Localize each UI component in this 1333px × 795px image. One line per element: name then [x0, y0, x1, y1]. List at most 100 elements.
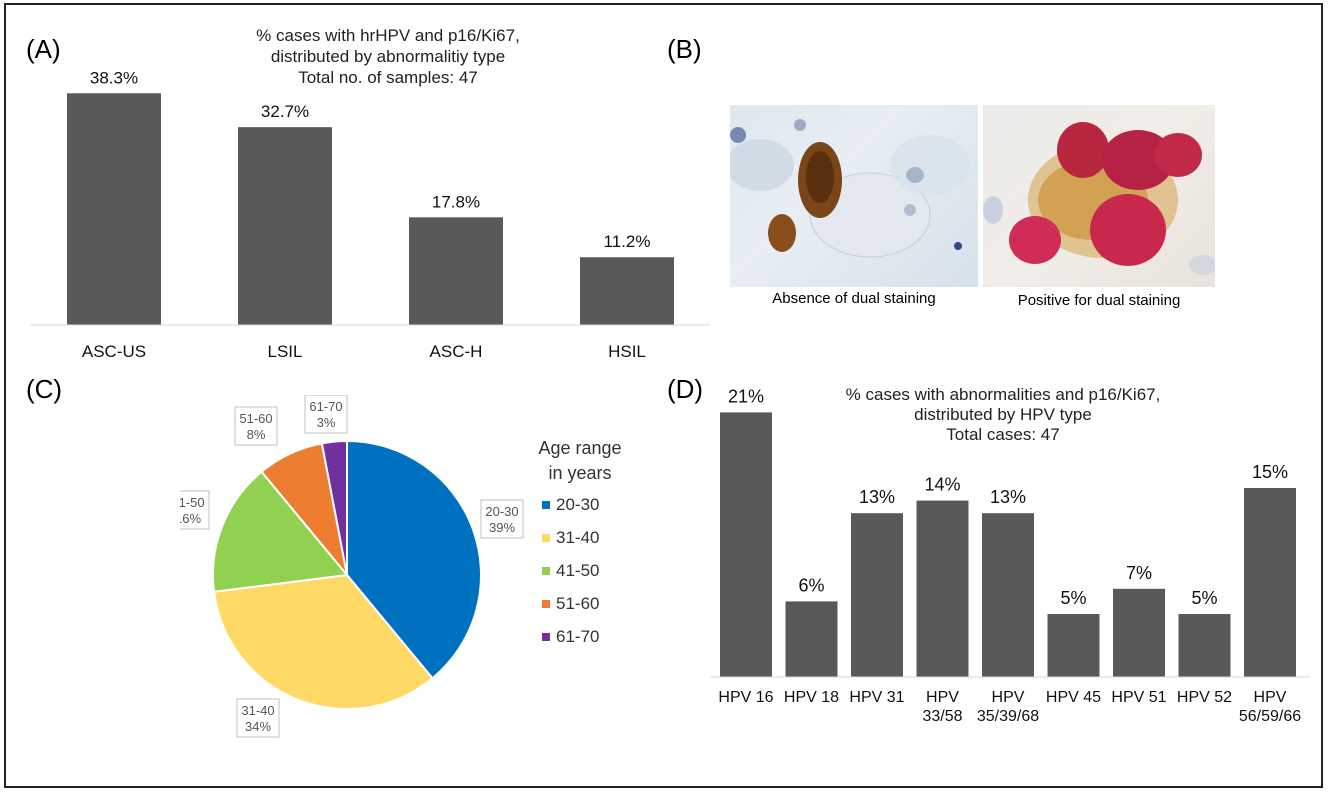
micrograph-positive — [983, 105, 1215, 287]
bar — [1047, 614, 1100, 677]
micrograph-negative-caption: Absence of dual staining — [772, 290, 936, 307]
bar-value-label: 21% — [728, 386, 764, 406]
x-tick-label: 33/58 — [922, 708, 962, 725]
x-tick-label: LSIL — [268, 342, 303, 361]
chart-a-title: % cases with hrHPV and p16/Ki67, distribu… — [256, 26, 520, 87]
chart-a-title-line: % cases with hrHPV and p16/Ki67, — [256, 26, 520, 45]
legend-swatch — [542, 600, 550, 608]
chart-d-x-axis: HPV 16 HPV 18 HPV 31 HPV 33/58 HPV 35/39/68 HPV… — [718, 689, 1301, 725]
bar-value-label: 15% — [1252, 462, 1288, 482]
pie-callout-value: 34% — [245, 719, 271, 734]
bar — [982, 513, 1034, 677]
pie-callout-box — [234, 406, 278, 446]
chart-d-title-line: % cases with abnormalities and p16/Ki67, — [846, 385, 1161, 404]
bar — [1178, 614, 1231, 677]
x-tick-label: HPV 16 — [718, 689, 773, 706]
legend-label: 31-40 — [556, 528, 600, 547]
bar — [580, 257, 674, 325]
legend-item: 61-70 — [542, 626, 599, 648]
bar — [67, 93, 161, 325]
chart-d-title-line: distributed by HPV type — [914, 405, 1092, 424]
chart-abnormality-type: % cases with hrHPV and p16/Ki67, distribu… — [30, 26, 710, 361]
micrograph-negative — [730, 105, 978, 287]
x-tick-label: HSIL — [608, 342, 646, 361]
bar-value-label: 14% — [924, 475, 960, 495]
chart-d-bars: 21% 6% 13% 14% 13% 5% 7% 5% 15% — [720, 386, 1296, 677]
x-tick-label: HPV 18 — [784, 689, 839, 706]
pie-callout-value: 39% — [489, 520, 515, 535]
bar — [409, 217, 503, 325]
panel-label-d: (D) — [667, 374, 704, 404]
chart-d-title: % cases with abnormalities and p16/Ki67,… — [846, 385, 1161, 444]
x-tick-label: HPV 31 — [849, 689, 904, 706]
pie-callout-box — [180, 490, 210, 530]
legend-item: 51-60 — [542, 593, 599, 615]
pie-callout-value: 8% — [247, 427, 266, 442]
legend-label: 41-50 — [556, 561, 600, 580]
bar-value-label: 17.8% — [432, 192, 480, 211]
micrograph-positive-image — [983, 122, 1215, 275]
pie-slice — [212, 470, 349, 593]
legend-label: 61-70 — [556, 627, 600, 646]
chart-hpv-type: % cases with abnormalities and p16/Ki67,… — [710, 385, 1310, 725]
chart-a-x-axis: ASC-US LSIL ASC-H HSIL — [82, 342, 646, 361]
pie-slice — [346, 439, 482, 680]
pie-callout-box — [304, 395, 348, 434]
bar — [916, 500, 969, 677]
legend-swatch — [542, 501, 550, 509]
x-tick-label: HPV — [1254, 689, 1287, 706]
x-tick-label: HPV 52 — [1177, 689, 1232, 706]
pie-callout-value: 3% — [317, 415, 336, 430]
bar-value-label: 32.7% — [261, 102, 309, 121]
pie-slice — [320, 439, 348, 576]
chart-a-bars: 38.3% 32.7% 17.8% 11.2% — [67, 68, 674, 325]
bar-value-label: 13% — [859, 487, 895, 507]
micrograph-negative-image — [730, 119, 970, 258]
bar-value-label: 5% — [1191, 588, 1217, 608]
bar — [720, 412, 772, 677]
bar — [1113, 588, 1165, 677]
bar-value-label: 7% — [1126, 563, 1152, 583]
legend-swatch — [542, 567, 550, 575]
bar — [238, 127, 332, 325]
panel-label-b: (B) — [667, 34, 702, 64]
chart-c-slices — [212, 439, 482, 710]
pie-callout-label: 31-40 — [241, 703, 274, 718]
chart-a-title-line: distributed by abnormalitiy type — [271, 47, 505, 66]
pie-callout-label: 41-50 — [180, 495, 205, 510]
micrograph-positive-caption: Positive for dual staining — [1017, 292, 1181, 309]
legend-label: 51-60 — [556, 594, 600, 613]
legend-item: 31-40 — [542, 527, 599, 549]
x-tick-label: 35/39/68 — [977, 708, 1039, 725]
pie-callout-label: 61-70 — [309, 399, 342, 414]
pie-callout-label: 20-30 — [485, 504, 518, 519]
bar-value-label: 13% — [990, 487, 1026, 507]
x-tick-label: ASC-US — [82, 342, 146, 361]
x-tick-label: HPV 51 — [1111, 689, 1166, 706]
pie-callout-label: 51-60 — [239, 411, 272, 426]
legend-label: 20-30 — [556, 495, 600, 514]
pie-callout-value: 16% — [180, 511, 201, 526]
legend-item: 20-30 — [542, 494, 599, 516]
x-tick-label: 56/59/66 — [1239, 708, 1301, 725]
bar-value-label: 38.3% — [90, 68, 138, 87]
bar — [851, 513, 903, 677]
pie-callout-box — [480, 499, 524, 539]
chart-d-title-line: Total cases: 47 — [946, 425, 1059, 444]
bar-value-label: 6% — [798, 575, 824, 595]
chart-a-title-line: Total no. of samples: 47 — [298, 68, 478, 87]
panel-label-c: (C) — [26, 374, 63, 404]
legend-swatch — [542, 633, 550, 641]
figure-frame — [4, 3, 1323, 788]
bar-value-label: 11.2% — [604, 232, 651, 251]
x-tick-label: ASC-H — [430, 342, 483, 361]
legend-title: Age range in years — [538, 438, 622, 483]
legend-swatch — [542, 534, 550, 542]
bar-value-label: 5% — [1060, 588, 1086, 608]
panel-label-a: (A) — [26, 34, 61, 64]
x-tick-label: HPV — [992, 689, 1025, 706]
pie-slice — [212, 573, 434, 710]
legend-item: 41-50 — [542, 560, 599, 582]
